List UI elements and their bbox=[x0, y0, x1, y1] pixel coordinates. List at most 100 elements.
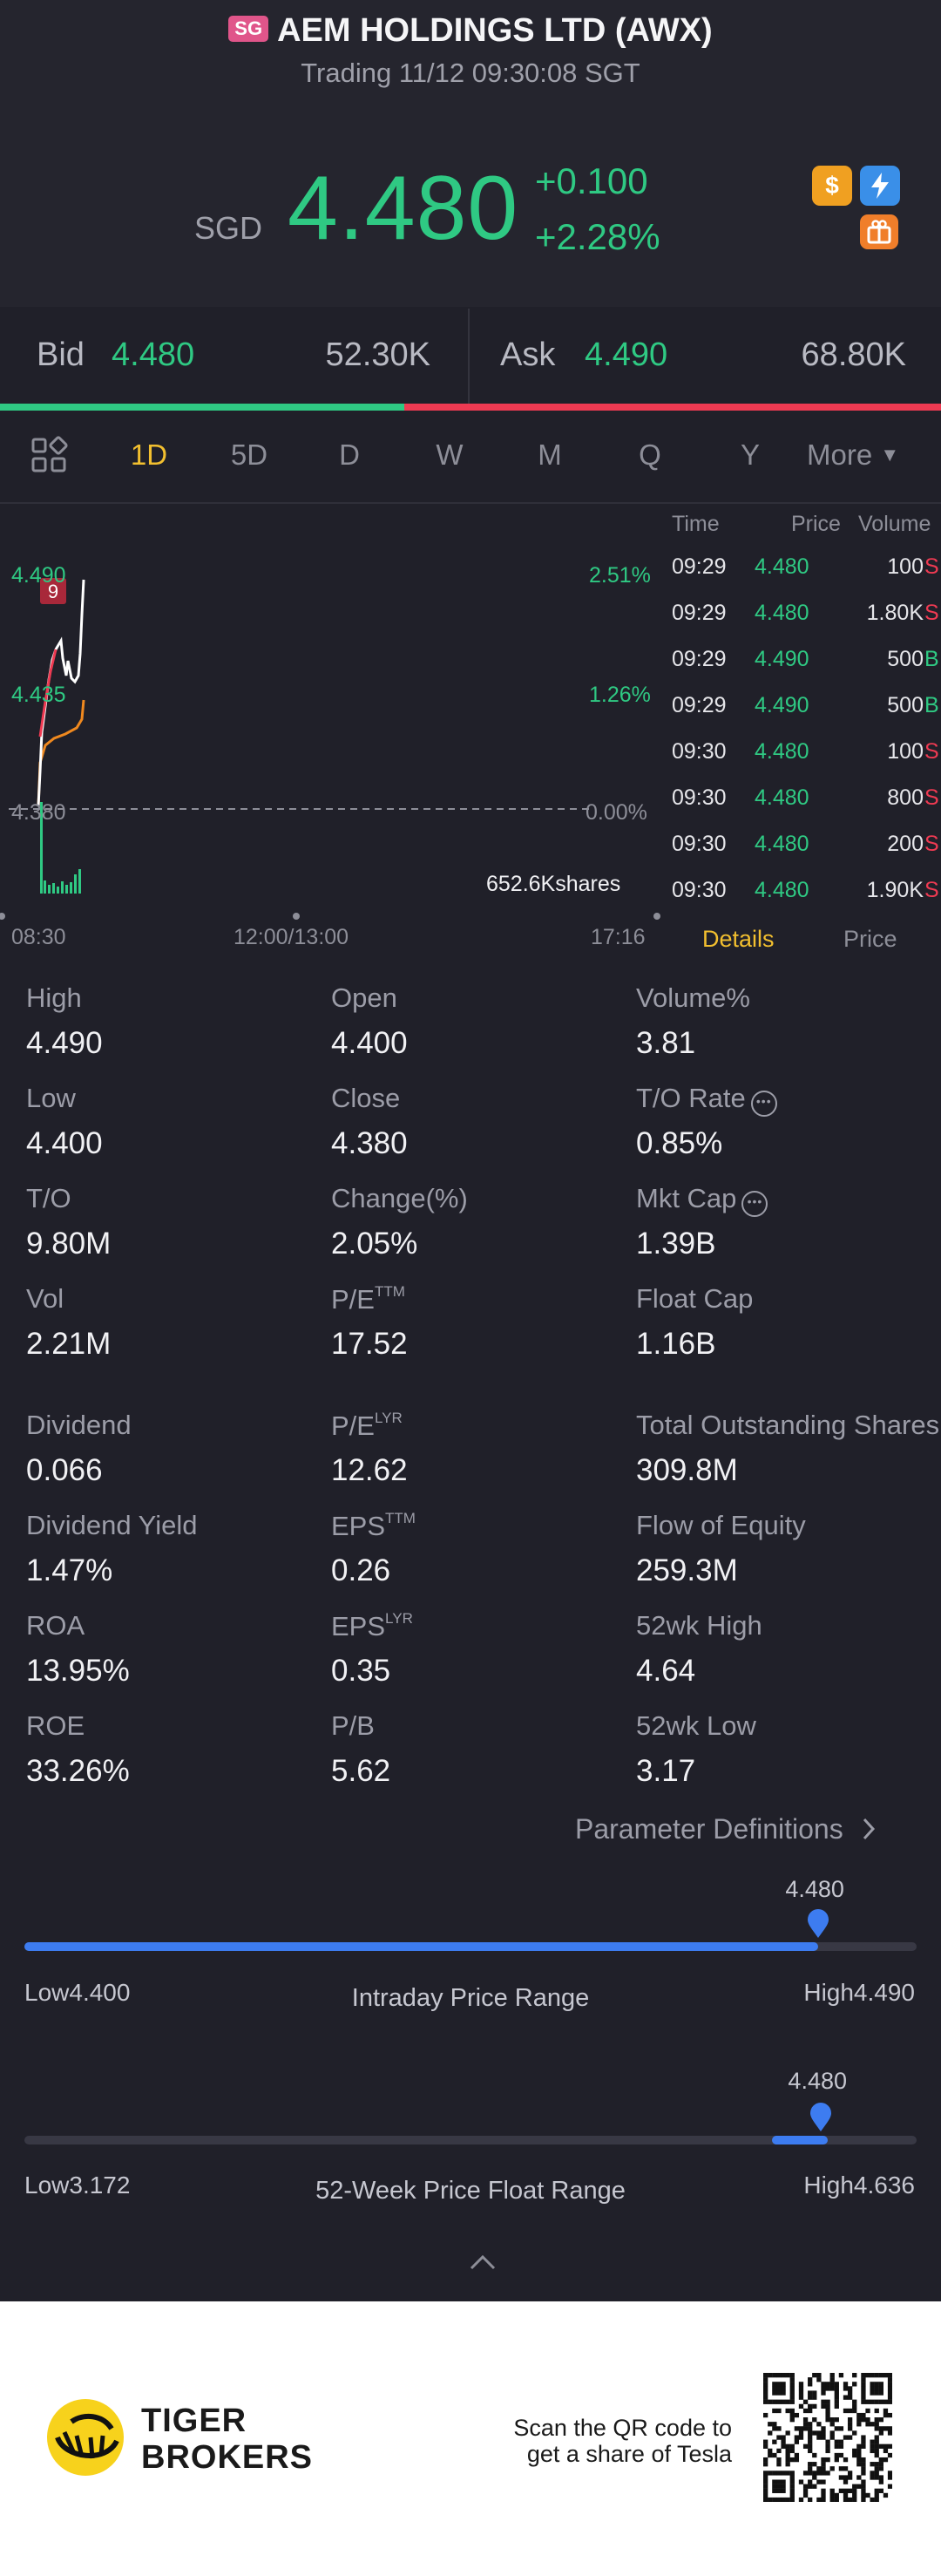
stat-label-52wk-low: 52wk Low bbox=[636, 1710, 756, 1741]
intraday-low-label: Low4.400 bbox=[24, 1979, 131, 2006]
tab-w[interactable]: W bbox=[436, 438, 464, 471]
tab-y[interactable]: Y bbox=[740, 438, 760, 471]
stat-label-52wk-high: 52wk High bbox=[636, 1610, 762, 1641]
week52-range-track bbox=[24, 2136, 917, 2144]
tick-time: 09:30 bbox=[672, 832, 727, 856]
parameter-definitions-link[interactable]: Parameter Definitions bbox=[575, 1813, 877, 1845]
stat-label-open: Open bbox=[331, 982, 397, 1013]
bid-label: Bid bbox=[37, 336, 85, 373]
chart-pct-mid: 1.26% bbox=[589, 683, 651, 707]
tab-1d[interactable]: 1D bbox=[130, 438, 168, 471]
more-info-icon[interactable]: ••• bbox=[741, 1191, 768, 1217]
chart-price-high: 4.490 bbox=[11, 563, 66, 588]
tick-side: S bbox=[924, 739, 939, 764]
last-price: 4.480 bbox=[288, 158, 519, 259]
tab-more[interactable]: More ▼ bbox=[807, 438, 899, 472]
stat-value-flow-equity: 259.3M bbox=[636, 1553, 738, 1587]
chart-pct-high: 2.51% bbox=[589, 563, 651, 588]
stat-value-vol: 2.21M bbox=[26, 1327, 112, 1361]
chevron-up-icon[interactable] bbox=[467, 2253, 498, 2272]
quote-header bbox=[0, 0, 941, 307]
dollar-icon[interactable]: $ bbox=[812, 166, 852, 206]
stat-value-high: 4.490 bbox=[26, 1026, 103, 1060]
ticks-header-volume: Volume bbox=[858, 512, 931, 536]
ticks-header-time: Time bbox=[672, 512, 720, 536]
tick-price: 4.480 bbox=[755, 785, 809, 810]
tick-volume: 500 bbox=[887, 693, 924, 717]
stat-label-to: T/O bbox=[26, 1183, 71, 1213]
market-badge: SG bbox=[228, 16, 269, 42]
stat-label-roa: ROA bbox=[26, 1610, 85, 1641]
stat-label-eps-lyr: EPSLYR bbox=[331, 1610, 413, 1641]
promo-text-line2: get a share of Tesla bbox=[526, 2441, 732, 2467]
tick-side: S bbox=[924, 832, 939, 856]
week52-high-label: High4.636 bbox=[803, 2172, 915, 2199]
chart-x-label-close: 17:16 bbox=[591, 925, 646, 949]
tick-volume: 1.80K bbox=[866, 601, 924, 625]
stat-label-high: High bbox=[26, 982, 82, 1013]
tick-volume: 100 bbox=[887, 739, 924, 764]
tab-price[interactable]: Price bbox=[843, 926, 897, 952]
chevron-down-icon: ▼ bbox=[880, 444, 900, 466]
stat-label-close: Close bbox=[331, 1083, 401, 1113]
tick-time: 09:29 bbox=[672, 647, 727, 671]
stat-value-dividend: 0.066 bbox=[26, 1453, 103, 1487]
tick-price: 4.480 bbox=[755, 739, 809, 764]
trading-status: Trading 11/12 09:30:08 SGT bbox=[301, 58, 640, 88]
tick-volume: 100 bbox=[887, 554, 924, 579]
stat-label-pe-ttm: P/ETTM bbox=[331, 1283, 405, 1315]
stat-mkt-cap[interactable]: Mkt Cap ••• bbox=[636, 1183, 768, 1217]
stat-value-dividend-yield: 1.47% bbox=[26, 1553, 113, 1587]
stat-value-change-pct: 2.05% bbox=[331, 1227, 418, 1261]
tab-5d[interactable]: 5D bbox=[230, 438, 268, 471]
chart-x-label-open: 08:30 bbox=[11, 925, 66, 949]
qr-code-icon[interactable] bbox=[763, 2373, 892, 2502]
stat-value-float-cap: 1.16B bbox=[636, 1327, 716, 1361]
bid-price: 4.480 bbox=[112, 336, 195, 373]
stat-value-roe: 33.26% bbox=[26, 1754, 130, 1788]
stat-value-open: 4.400 bbox=[331, 1026, 408, 1060]
location-pin-icon bbox=[808, 1909, 829, 1938]
layout-grid-icon[interactable] bbox=[30, 436, 68, 474]
stat-value-close: 4.380 bbox=[331, 1126, 408, 1160]
tab-details[interactable]: Details bbox=[702, 926, 775, 952]
tab-d[interactable]: D bbox=[339, 438, 360, 471]
tick-side: S bbox=[924, 601, 939, 625]
intraday-chart[interactable]: 9 bbox=[0, 510, 662, 928]
bid-ask-panel bbox=[0, 309, 941, 404]
ask-label: Ask bbox=[500, 336, 556, 373]
intraday-current-value: 4.480 bbox=[785, 1876, 844, 1902]
price-change: +0.100 bbox=[535, 160, 648, 201]
tick-side: S bbox=[924, 554, 939, 579]
stat-value-low: 4.400 bbox=[26, 1126, 103, 1160]
stat-label-eps-ttm: EPSTTM bbox=[331, 1510, 416, 1541]
period-tabs bbox=[0, 411, 941, 504]
stat-to-rate[interactable]: T/O Rate ••• bbox=[636, 1083, 777, 1117]
stat-label-dividend: Dividend bbox=[26, 1410, 132, 1440]
stat-label-low: Low bbox=[26, 1083, 76, 1113]
tiger-brokers-logo bbox=[47, 2399, 124, 2476]
trade-marker bbox=[40, 578, 66, 604]
gift-icon[interactable] bbox=[860, 214, 898, 249]
parameter-definitions-label: Parameter Definitions bbox=[575, 1813, 843, 1845]
tab-q[interactable]: Q bbox=[639, 438, 661, 471]
tab-m[interactable]: M bbox=[538, 438, 562, 471]
tick-price: 4.480 bbox=[755, 554, 809, 579]
stat-value-pe-ttm: 17.52 bbox=[331, 1327, 408, 1361]
price-line-red bbox=[38, 649, 58, 737]
tick-time: 09:29 bbox=[672, 693, 727, 717]
volume-bars bbox=[40, 802, 81, 894]
stat-value-volume-pct: 3.81 bbox=[636, 1026, 696, 1060]
stock-name: AEM HOLDINGS LTD (AWX) bbox=[277, 12, 713, 49]
stat-label-total-shares: Total Outstanding Shares bbox=[636, 1410, 940, 1440]
stat-value-eps-ttm: 0.26 bbox=[331, 1553, 391, 1587]
more-info-icon[interactable]: ••• bbox=[750, 1091, 777, 1117]
week52-range-fill bbox=[772, 2136, 829, 2144]
tab-more-label: More bbox=[807, 438, 873, 471]
stat-value-52wk-high: 4.64 bbox=[636, 1654, 696, 1688]
trade-marker-label: 9 bbox=[48, 581, 58, 602]
bid-ratio-bar bbox=[0, 404, 405, 411]
tick-time: 09:29 bbox=[672, 554, 727, 579]
stat-label-pb: P/B bbox=[331, 1710, 375, 1741]
flash-icon[interactable] bbox=[860, 166, 900, 206]
